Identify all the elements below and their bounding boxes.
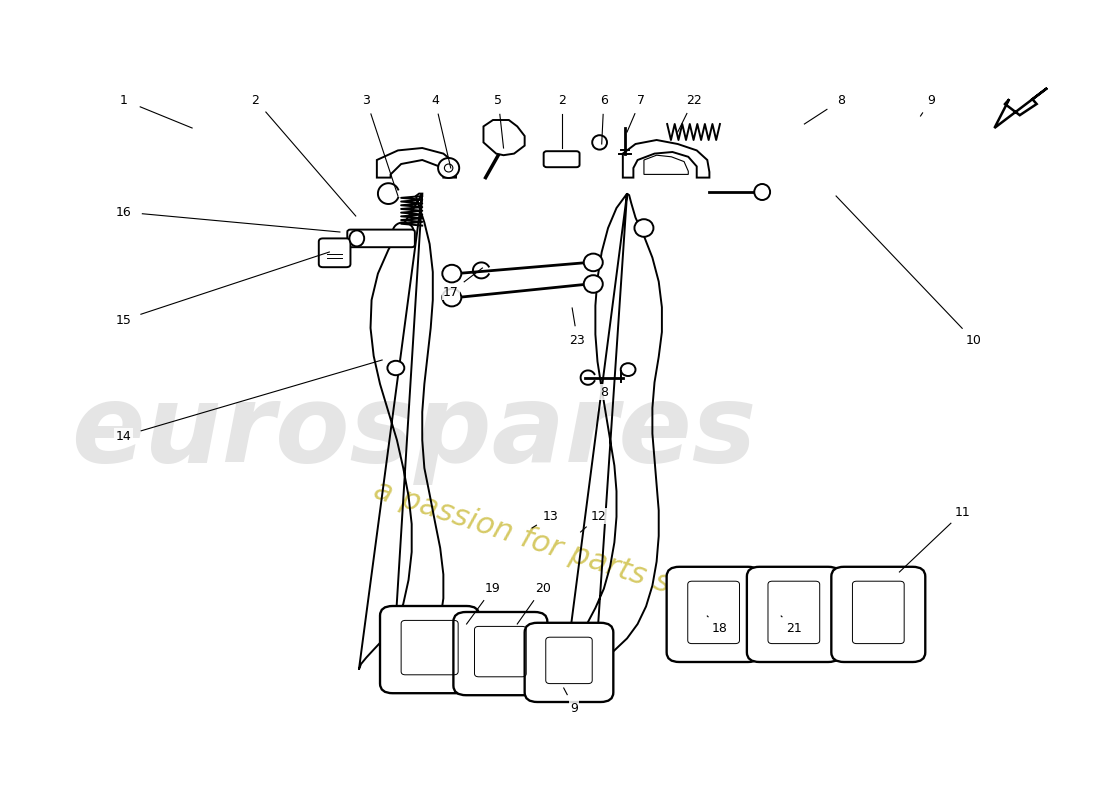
Ellipse shape bbox=[438, 158, 459, 178]
Text: 13: 13 bbox=[543, 510, 559, 522]
FancyBboxPatch shape bbox=[543, 151, 580, 167]
Text: 18: 18 bbox=[712, 622, 728, 634]
Polygon shape bbox=[484, 120, 525, 155]
FancyBboxPatch shape bbox=[832, 566, 925, 662]
FancyBboxPatch shape bbox=[525, 622, 614, 702]
Ellipse shape bbox=[584, 275, 603, 293]
Text: 22: 22 bbox=[685, 94, 702, 106]
Text: 15: 15 bbox=[116, 314, 131, 326]
Text: 17: 17 bbox=[443, 286, 459, 298]
Text: 23: 23 bbox=[570, 334, 585, 346]
Text: 20: 20 bbox=[535, 582, 550, 594]
Text: 2: 2 bbox=[252, 94, 260, 106]
Text: 5: 5 bbox=[494, 94, 503, 106]
Ellipse shape bbox=[635, 219, 653, 237]
Text: a passion for parts since 1985: a passion for parts since 1985 bbox=[370, 475, 817, 645]
Text: 8: 8 bbox=[837, 94, 846, 106]
Text: 21: 21 bbox=[786, 622, 802, 634]
Text: 1: 1 bbox=[120, 94, 128, 106]
Ellipse shape bbox=[393, 222, 414, 242]
Ellipse shape bbox=[592, 135, 607, 150]
Text: 3: 3 bbox=[362, 94, 371, 106]
Ellipse shape bbox=[584, 254, 603, 271]
Text: 9: 9 bbox=[927, 94, 935, 106]
FancyBboxPatch shape bbox=[453, 612, 548, 695]
Text: 4: 4 bbox=[431, 94, 439, 106]
Ellipse shape bbox=[442, 289, 461, 306]
FancyBboxPatch shape bbox=[667, 566, 760, 662]
Text: 11: 11 bbox=[955, 506, 970, 518]
Text: 14: 14 bbox=[116, 430, 131, 442]
Text: 16: 16 bbox=[116, 206, 131, 218]
FancyBboxPatch shape bbox=[319, 238, 351, 267]
FancyBboxPatch shape bbox=[348, 230, 415, 247]
Text: 19: 19 bbox=[485, 582, 501, 594]
Text: 7: 7 bbox=[637, 94, 645, 106]
Ellipse shape bbox=[442, 265, 461, 282]
Text: 12: 12 bbox=[591, 510, 606, 522]
Ellipse shape bbox=[444, 164, 453, 172]
Ellipse shape bbox=[387, 361, 405, 375]
FancyBboxPatch shape bbox=[747, 566, 840, 662]
Ellipse shape bbox=[755, 184, 770, 200]
Text: 6: 6 bbox=[600, 94, 608, 106]
Text: 2: 2 bbox=[558, 94, 565, 106]
Text: 9: 9 bbox=[570, 702, 579, 714]
Ellipse shape bbox=[350, 230, 364, 246]
Ellipse shape bbox=[620, 363, 636, 376]
Text: 10: 10 bbox=[966, 334, 981, 346]
Text: 8: 8 bbox=[600, 386, 608, 398]
Text: eurospares: eurospares bbox=[72, 379, 757, 485]
FancyBboxPatch shape bbox=[379, 606, 480, 693]
